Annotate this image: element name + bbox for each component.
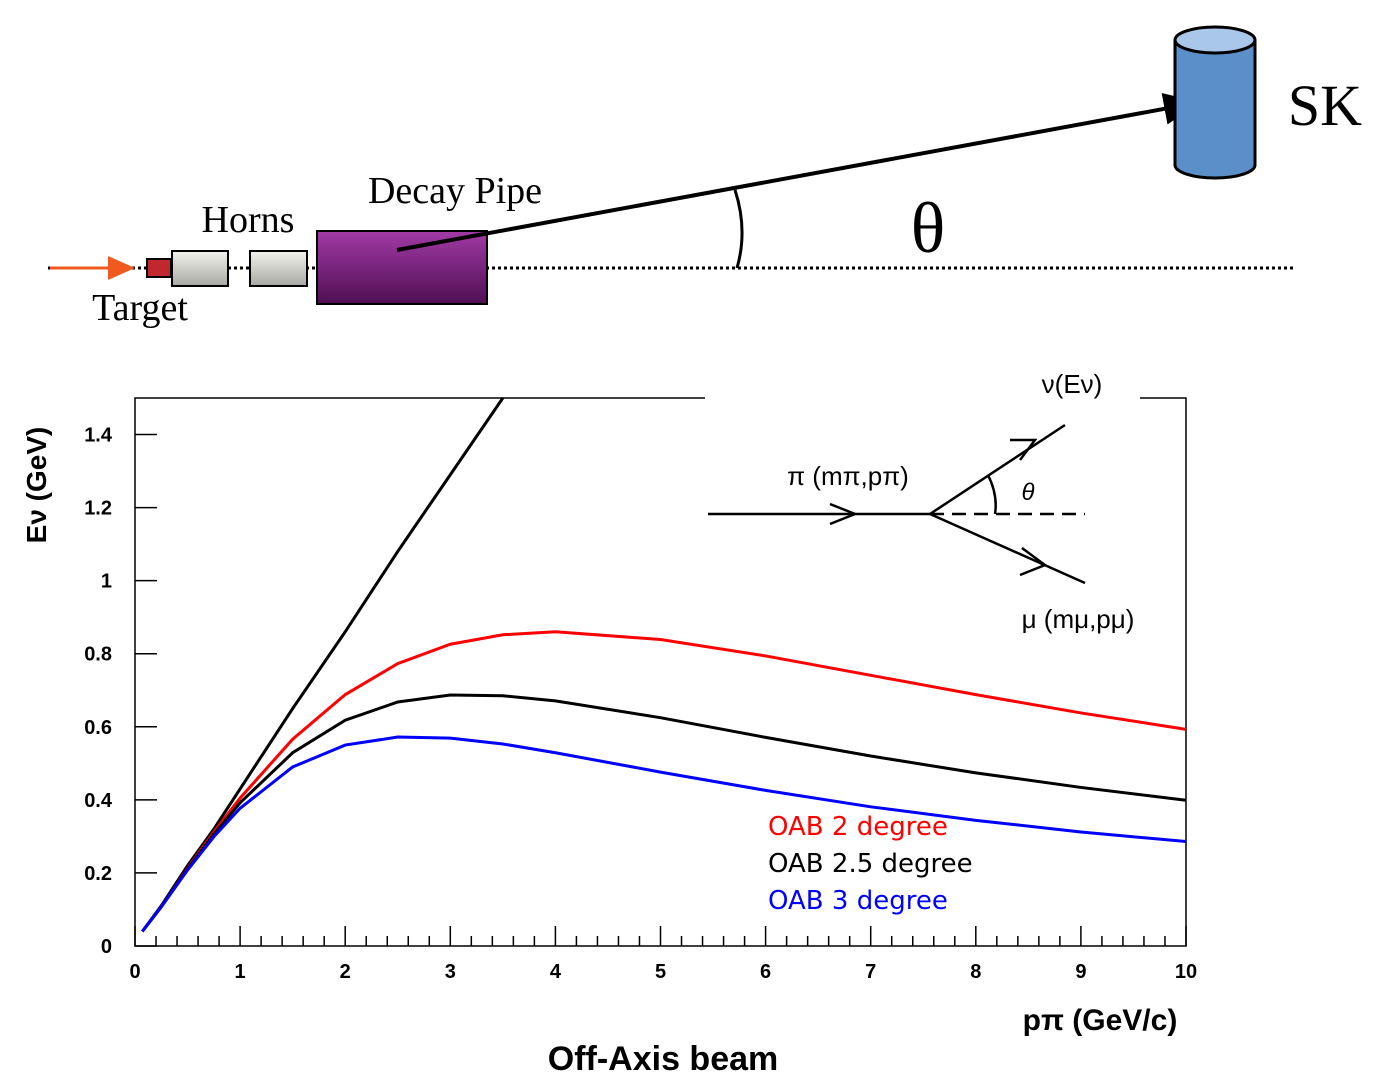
decay-inset	[708, 423, 1086, 585]
decay-pipe-label: Decay Pipe	[368, 170, 542, 212]
y-tick-label: 0.4	[84, 790, 113, 812]
neutrino-path	[396, 93, 1200, 252]
legend-entry: OAB 3 degree	[768, 886, 948, 916]
beamline-diagram: Target Horns Decay Pipe θ SK	[48, 25, 1362, 329]
muon-label: μ (mμ,pμ)	[1022, 604, 1135, 634]
chart-title: Off-Axis beam	[548, 1040, 779, 1076]
horns-label: Horns	[202, 199, 295, 241]
x-tick-label: 3	[445, 961, 456, 983]
series-line	[141, 735, 1187, 933]
decay-pipe	[316, 230, 488, 305]
y-tick-label: 1.4	[84, 425, 113, 447]
legend-entry: OAB 2 degree	[768, 812, 948, 842]
pion-label: π (mπ,pπ)	[787, 461, 909, 491]
sk-detector	[1173, 25, 1257, 180]
x-tick-label: 10	[1175, 961, 1197, 983]
inset-angle-label: θ	[1021, 479, 1034, 506]
target-block	[146, 258, 172, 278]
angle-label: θ	[911, 188, 946, 268]
series-line	[141, 693, 1187, 933]
y-tick-label: 0.6	[84, 717, 112, 739]
series-line	[141, 397, 505, 933]
x-tick-label: 9	[1075, 961, 1086, 983]
horn	[171, 250, 229, 287]
x-tick-label: 5	[655, 961, 666, 983]
y-tick-label: 1	[101, 571, 112, 593]
x-tick-label: 7	[865, 961, 876, 983]
angle-arc	[733, 189, 744, 269]
y-axis-label: Eν (GeV)	[21, 427, 52, 544]
y-tick-label: 0.2	[84, 863, 112, 885]
target-label: Target	[92, 287, 188, 329]
detector-label: SK	[1288, 73, 1362, 138]
x-tick-label: 1	[235, 961, 246, 983]
legend-entry: OAB 2.5 degree	[768, 849, 973, 879]
x-tick-label: 0	[129, 961, 140, 983]
y-tick-label: 1.2	[84, 498, 112, 520]
horn	[249, 250, 308, 287]
y-tick-label: 0.8	[84, 644, 112, 666]
y-tick-label: 0	[101, 936, 112, 958]
x-tick-label: 8	[970, 961, 981, 983]
x-tick-label: 2	[340, 961, 351, 983]
x-tick-label: 6	[760, 961, 771, 983]
x-tick-label: 4	[550, 961, 562, 983]
neutrino-label: ν(Eν)	[1042, 369, 1103, 399]
x-axis-label: pπ (GeV/c)	[1023, 1004, 1178, 1037]
